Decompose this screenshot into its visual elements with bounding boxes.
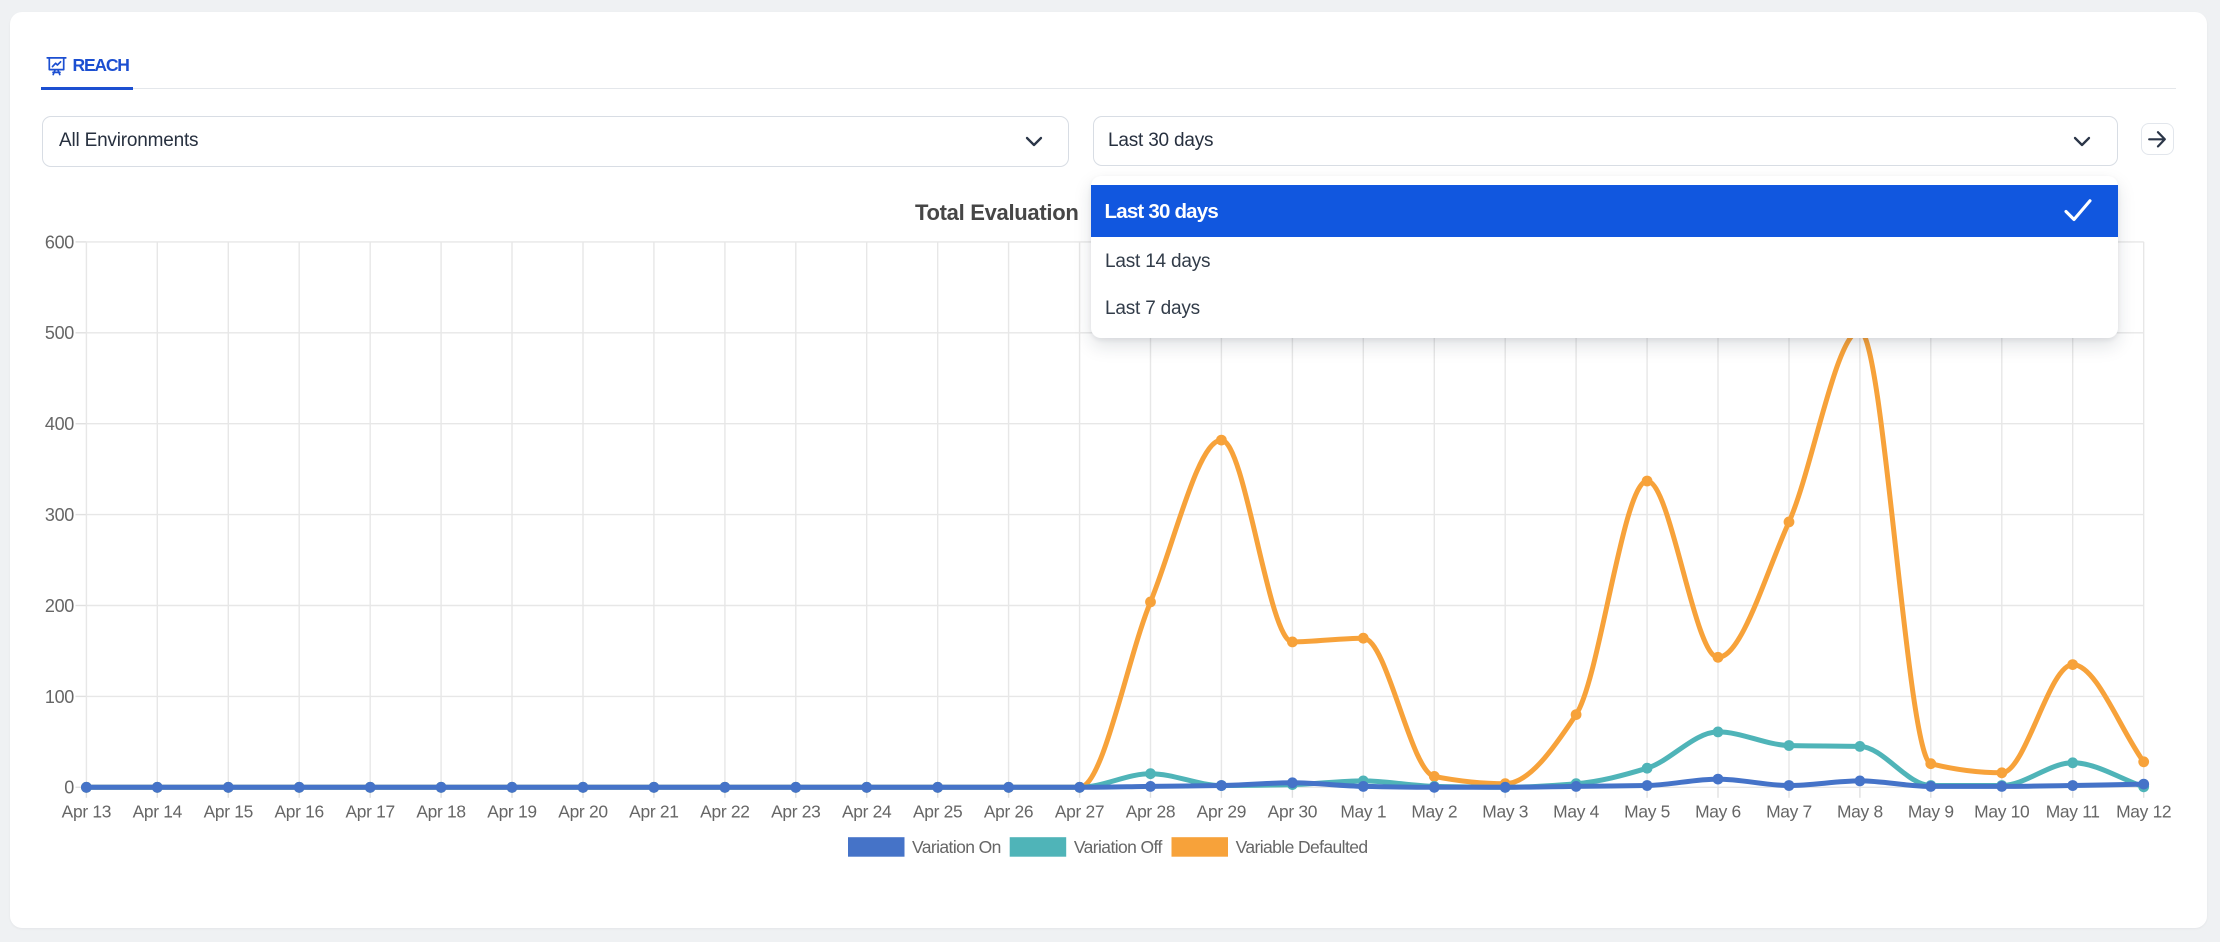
svg-text:May 10: May 10 [1974,802,2029,822]
svg-text:Apr 27: Apr 27 [1055,802,1104,822]
svg-text:May 5: May 5 [1624,802,1670,822]
svg-text:Apr 28: Apr 28 [1126,802,1175,822]
svg-text:Variation Off: Variation Off [1074,837,1163,857]
svg-text:200: 200 [45,596,74,616]
svg-text:May 2: May 2 [1411,802,1457,822]
svg-text:Apr 17: Apr 17 [345,802,394,822]
svg-text:May 1: May 1 [1340,802,1386,822]
svg-text:Apr 19: Apr 19 [487,802,536,822]
svg-text:Apr 22: Apr 22 [700,802,749,822]
svg-text:Apr 15: Apr 15 [204,802,253,822]
svg-text:Apr 18: Apr 18 [416,802,465,822]
svg-text:Variable Defaulted: Variable Defaulted [1236,837,1368,857]
svg-text:Total Evaluation: Total Evaluation [915,200,1078,225]
svg-text:Apr 16: Apr 16 [274,802,323,822]
svg-text:Apr 21: Apr 21 [629,802,678,822]
svg-text:300: 300 [45,505,74,525]
svg-text:Variation On: Variation On [912,837,1001,857]
svg-text:600: 600 [45,232,74,252]
svg-text:May 3: May 3 [1482,802,1528,822]
svg-text:May 12: May 12 [2116,802,2171,822]
svg-text:May 7: May 7 [1766,802,1812,822]
svg-text:Apr 25: Apr 25 [913,802,962,822]
svg-text:Apr 30: Apr 30 [1268,802,1317,822]
svg-text:400: 400 [45,414,74,434]
svg-text:May 8: May 8 [1837,802,1883,822]
svg-text:Apr 29: Apr 29 [1197,802,1246,822]
svg-text:Apr 14: Apr 14 [133,802,183,822]
svg-text:0: 0 [64,778,74,798]
svg-text:Apr 26: Apr 26 [984,802,1033,822]
svg-text:Apr 24: Apr 24 [842,802,892,822]
svg-text:May 6: May 6 [1695,802,1741,822]
svg-text:Apr 20: Apr 20 [558,802,607,822]
svg-text:May 9: May 9 [1908,802,1954,822]
svg-text:500: 500 [45,323,74,343]
svg-text:May 11: May 11 [2046,802,2100,822]
svg-text:Apr 13: Apr 13 [62,802,111,822]
svg-text:Apr 23: Apr 23 [771,802,820,822]
svg-text:100: 100 [45,687,74,707]
svg-text:May 4: May 4 [1553,802,1599,822]
